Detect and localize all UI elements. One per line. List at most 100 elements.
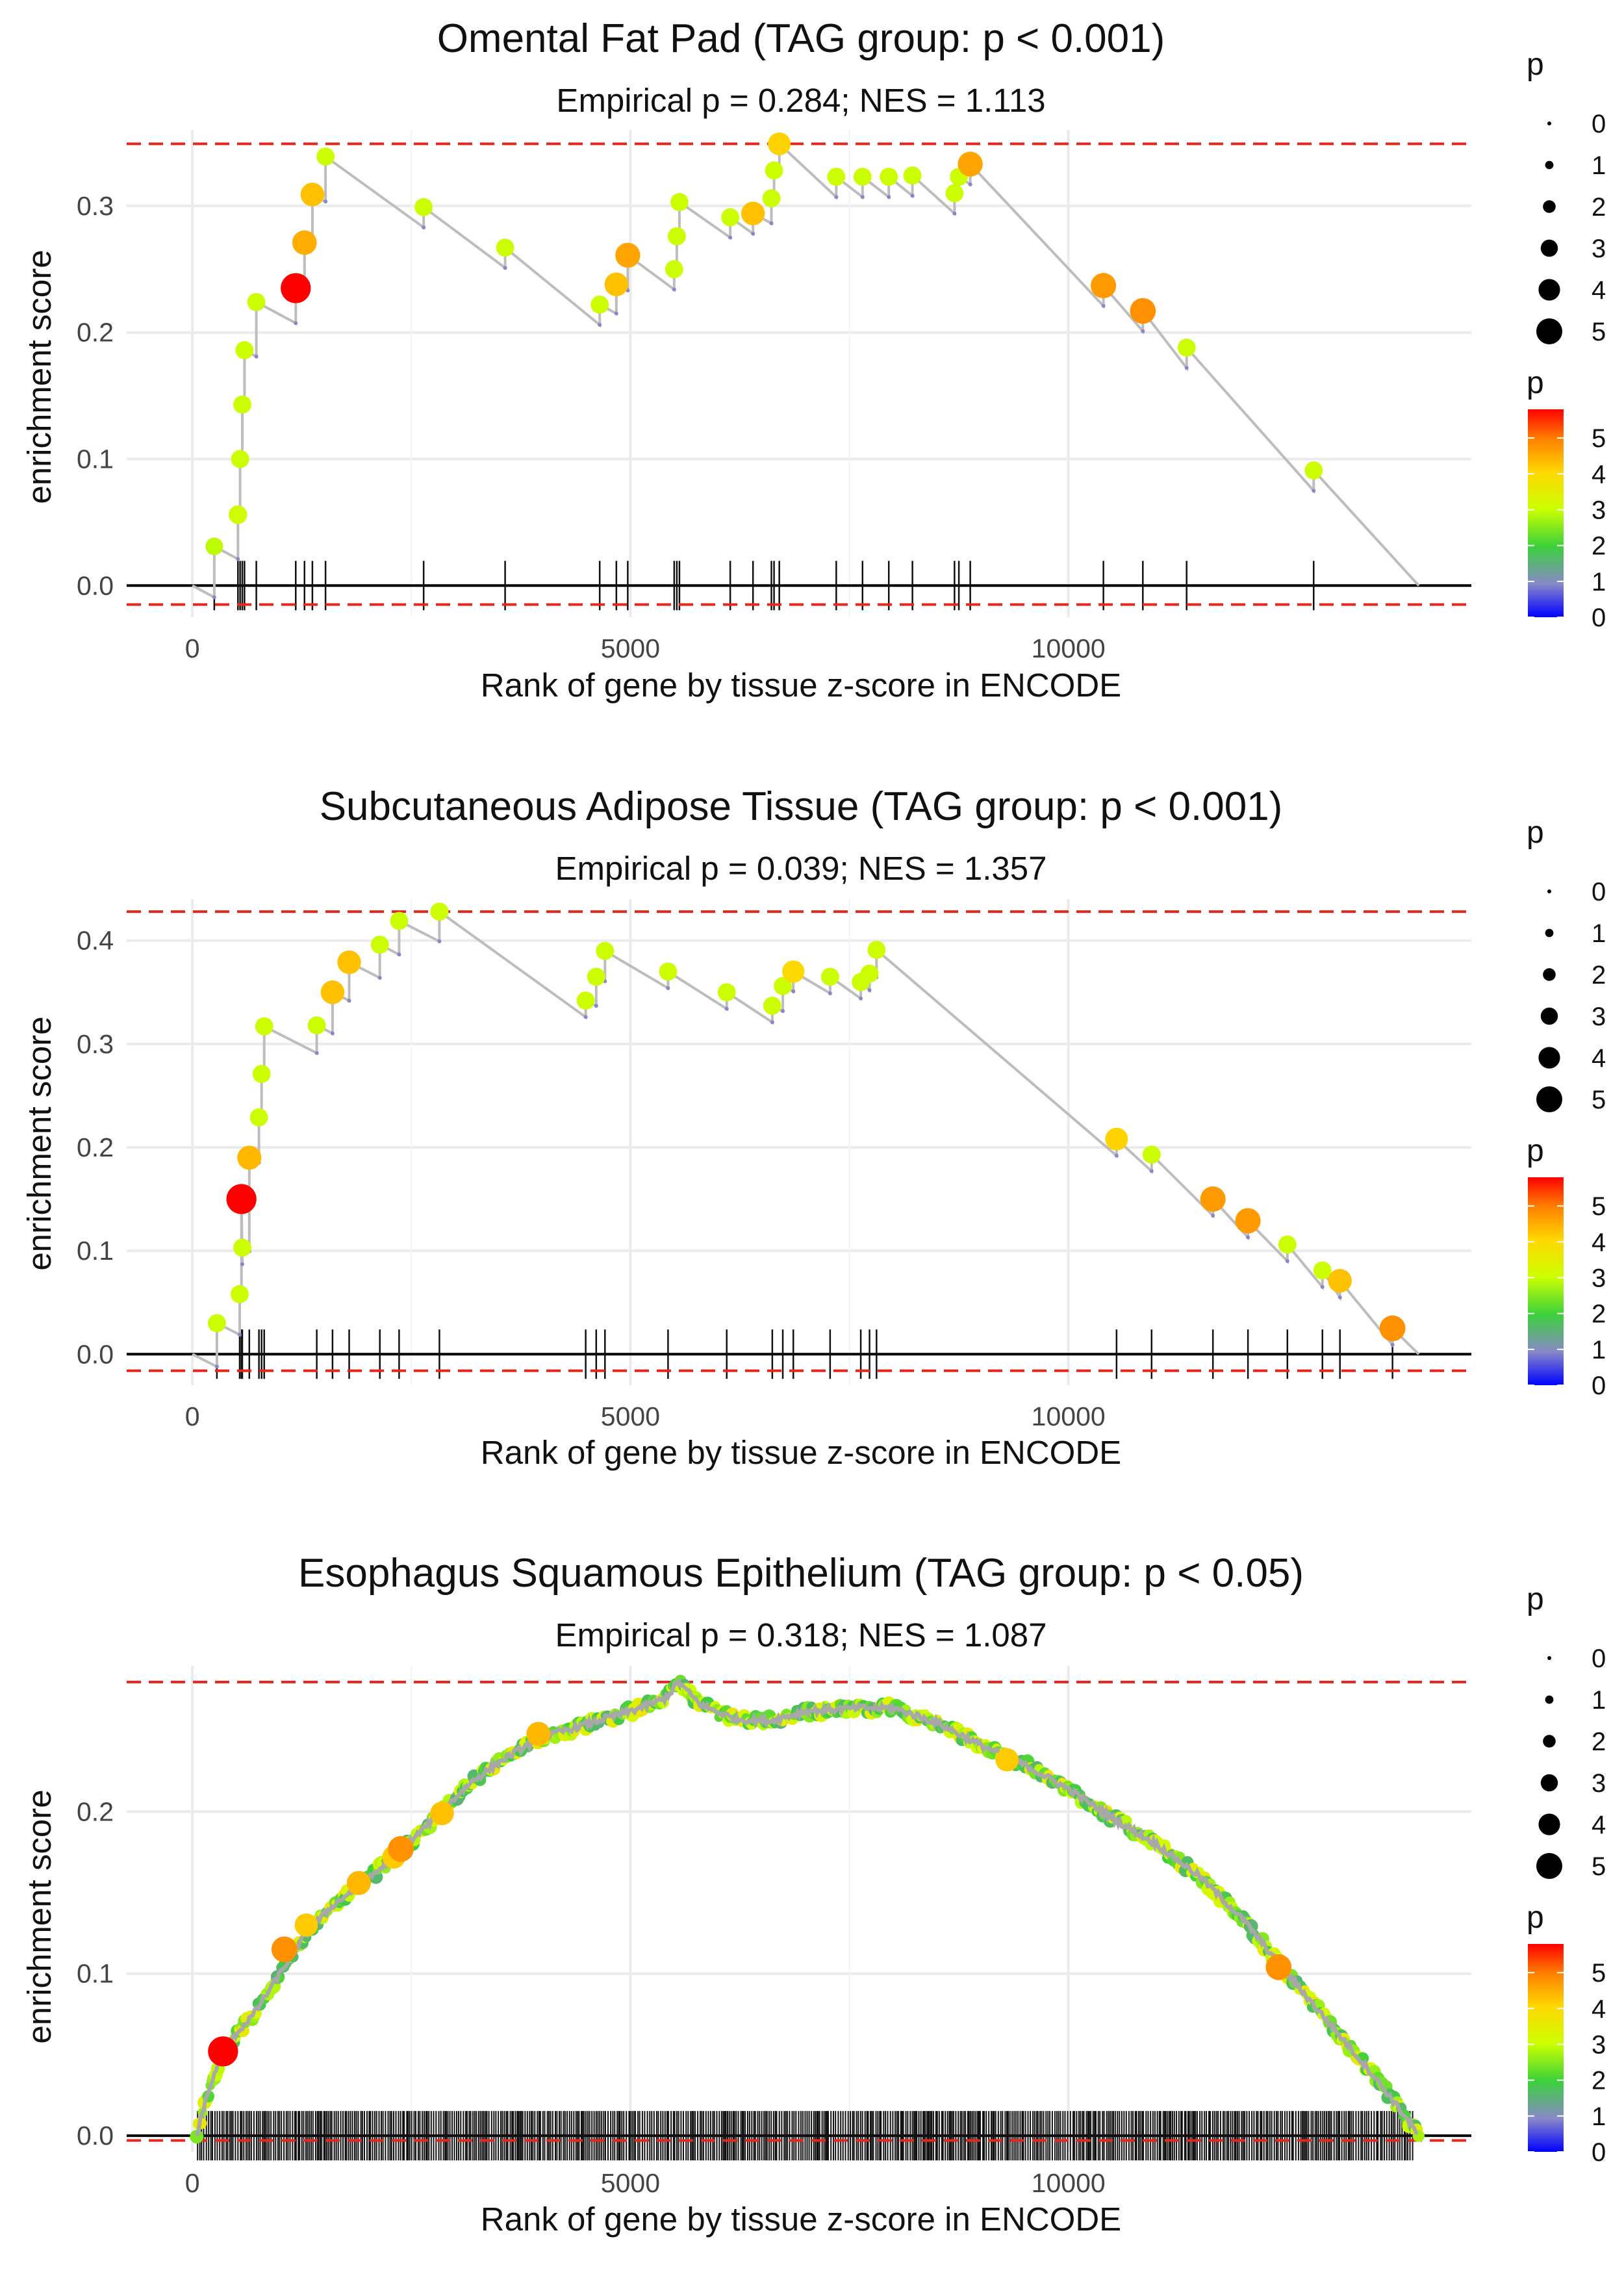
es-hit-point — [615, 242, 641, 268]
es-trough-point — [397, 952, 401, 957]
es-hit-point — [768, 132, 791, 155]
es-hit-point — [721, 208, 740, 227]
size-legend-label: 3 — [1592, 1003, 1606, 1031]
es-trough-point — [859, 996, 863, 1001]
color-legend-label: 5 — [1592, 424, 1606, 453]
size-legend-title: p — [1527, 47, 1544, 82]
es-trough-point — [314, 1051, 319, 1055]
es-trough-point — [240, 1262, 245, 1266]
size-legend-label: 2 — [1592, 193, 1606, 222]
es-trough-point — [237, 1333, 242, 1337]
y-tick-label: 0.4 — [77, 926, 114, 956]
es-hit-point — [1313, 1261, 1332, 1280]
es-hit-point — [1177, 339, 1196, 357]
es-hit-point — [860, 964, 879, 983]
es-hit-point — [665, 260, 683, 279]
es-trough-point — [437, 939, 442, 943]
size-legend-dot — [1540, 1007, 1558, 1025]
size-legend-dot — [1545, 928, 1554, 938]
es-trough-point — [1320, 1284, 1325, 1289]
es-hit-point — [388, 1835, 414, 1862]
es-hit-point — [526, 1722, 551, 1746]
es-hit-point — [370, 936, 389, 954]
size-legend-dot — [1540, 1774, 1558, 1792]
size-legend-label: 5 — [1592, 1852, 1606, 1881]
x-tick-label: 5000 — [601, 633, 660, 663]
es-hit-point — [294, 1913, 318, 1937]
x-tick-label: 5000 — [601, 2168, 660, 2198]
size-legend-dot — [1538, 1047, 1560, 1069]
x-axis-label: Rank of gene by tissue z-score in ENCODE — [481, 1434, 1121, 1471]
size-legend-dot — [1543, 1735, 1556, 1748]
es-hit-point — [1304, 461, 1323, 479]
es-hit-point — [945, 184, 964, 203]
es-hit-point — [249, 1108, 268, 1127]
color-legend-label: 2 — [1592, 1300, 1606, 1329]
x-axis-label: Rank of gene by tissue z-score in ENCODE — [481, 667, 1121, 704]
y-tick-label: 0.0 — [77, 2121, 114, 2151]
color-legend-title: p — [1527, 1134, 1544, 1168]
legend: p 0 1 2 3 4 5 p 5 4 3 2 1 0 — [1527, 47, 1606, 632]
es-hit-point — [414, 198, 433, 216]
size-legend-label: 3 — [1592, 1769, 1606, 1798]
es-hit-point — [252, 1065, 271, 1083]
es-trough-point — [347, 999, 351, 1003]
es-trough-point — [330, 1031, 335, 1036]
size-legend-dot — [1540, 239, 1558, 257]
color-legend-label: 4 — [1592, 460, 1606, 489]
es-trough-point — [614, 311, 618, 316]
x-tick-label: 0 — [185, 633, 200, 663]
y-tick-label: 0.1 — [77, 1236, 114, 1266]
size-legend-label: 1 — [1592, 151, 1606, 180]
size-legend-label: 2 — [1592, 1728, 1606, 1756]
es-hit-point — [590, 295, 609, 314]
plot-area: 0 5000 10000 0.0 0.1 0.2 0.3 0.4 — [77, 899, 1471, 1431]
legend: p 0 1 2 3 4 5 p 5 4 3 2 1 0 — [1527, 815, 1606, 1400]
es-trough-point — [672, 287, 676, 292]
y-tick-label: 0.1 — [77, 1959, 114, 1989]
es-trough-point — [1141, 329, 1145, 333]
color-legend-label: 5 — [1592, 1192, 1606, 1221]
es-trough-point — [887, 195, 891, 199]
size-legend-label: 0 — [1592, 878, 1606, 906]
es-trough-point — [860, 195, 865, 199]
size-legend-label: 2 — [1592, 961, 1606, 990]
es-hit-point — [1328, 1269, 1352, 1293]
es-hit-point — [880, 168, 898, 186]
es-trough-point — [254, 354, 259, 359]
size-legend-dot — [1536, 1853, 1562, 1879]
es-hit-point — [717, 983, 736, 1002]
es-hit-point — [235, 341, 254, 359]
es-hit-point — [320, 980, 345, 1004]
es-hit-point — [190, 2130, 204, 2144]
es-trough-point — [910, 194, 915, 198]
plot-area: 0 5000 10000 0.0 0.1 0.2 — [77, 1666, 1471, 2198]
es-running-line — [192, 909, 1420, 1369]
es-trough-point — [834, 195, 839, 199]
es-trough-point — [1149, 1169, 1154, 1173]
size-legend-title: p — [1527, 815, 1544, 850]
es-hit-point — [596, 941, 615, 960]
chart-title: Omental Fat Pad (TAG group: p < 0.001) — [437, 16, 1165, 61]
es-trough-point — [294, 321, 298, 326]
es-trough-point — [324, 199, 328, 204]
legend: p 0 1 2 3 4 5 p 5 4 3 2 1 0 — [1527, 1582, 1606, 2167]
es-trough-point — [1312, 489, 1316, 493]
x-tick-label: 5000 — [601, 1401, 660, 1431]
es-hit-point — [430, 1801, 454, 1826]
es-trough-point — [828, 991, 832, 995]
color-legend-label: 3 — [1592, 1264, 1606, 1292]
size-legend-dot — [1538, 279, 1560, 301]
es-hit-point — [1105, 1127, 1128, 1151]
es-hit-point — [496, 238, 514, 257]
color-legend-bar — [1528, 409, 1564, 617]
color-legend-label: 2 — [1592, 532, 1606, 561]
es-hit-point — [995, 1748, 1019, 1772]
es-trough-point — [1285, 1259, 1289, 1264]
es-hit-point — [1235, 1208, 1261, 1234]
size-legend-dot — [1547, 1656, 1551, 1660]
y-tick-label: 0.3 — [77, 1029, 114, 1059]
y-tick-label: 0.0 — [77, 1339, 114, 1369]
color-legend-bar — [1528, 1944, 1564, 2152]
